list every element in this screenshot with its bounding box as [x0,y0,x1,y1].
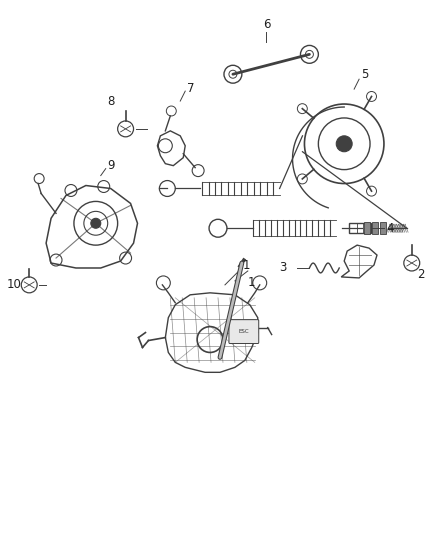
FancyBboxPatch shape [229,320,259,343]
Text: 1: 1 [248,277,255,289]
Bar [372,222,378,234]
Circle shape [336,136,352,152]
Text: 5: 5 [361,68,368,80]
Circle shape [91,219,101,228]
Text: 3: 3 [279,262,287,274]
Text: 8: 8 [108,94,115,108]
Text: 6: 6 [263,18,270,31]
Text: 9: 9 [108,159,115,172]
Text: 10: 10 [7,278,21,292]
Bar [364,222,370,234]
Text: 2: 2 [417,269,424,281]
Bar [349,223,371,233]
Text: ESC: ESC [239,328,249,334]
Text: 1: 1 [243,259,251,271]
Text: 4: 4 [386,222,393,235]
Bar [380,222,386,234]
Text: 7: 7 [187,82,195,95]
